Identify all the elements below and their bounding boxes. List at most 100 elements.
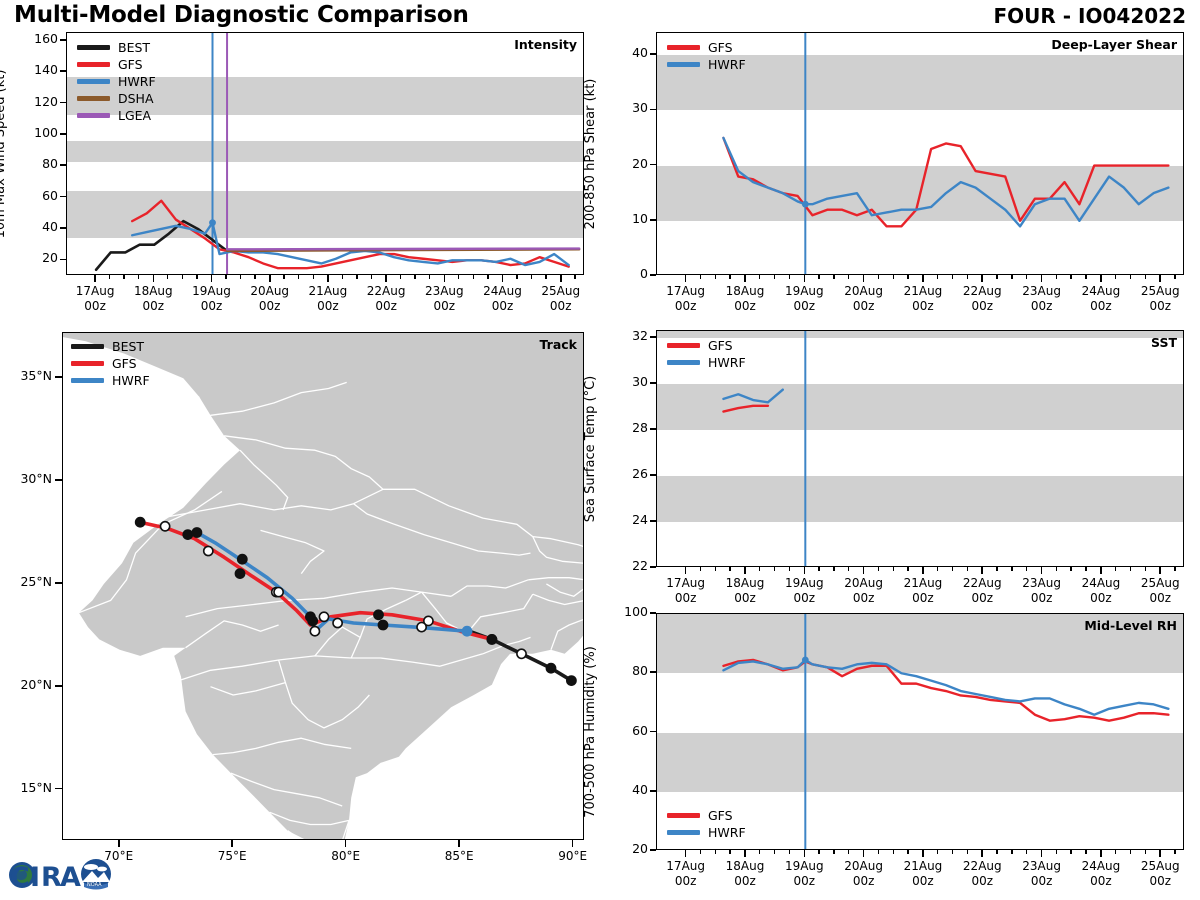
x-tick-major: [862, 567, 865, 574]
x-tick-minor: [907, 275, 909, 279]
track-point-marker: [304, 611, 316, 623]
legend-swatch-gfs: [667, 45, 700, 50]
lon-tick-mark: [344, 840, 347, 847]
x-tick-label: 17Aug 00z: [75, 284, 115, 313]
x-tick-label: 18Aug 00z: [725, 284, 765, 313]
x-tick-minor: [1144, 275, 1147, 279]
y-tick-mark: [60, 101, 66, 104]
x-tick-label: 24Aug 00z: [1081, 576, 1121, 605]
y-tick-mark: [650, 336, 656, 338]
landmass: [63, 333, 583, 839]
x-tick-minor: [1174, 275, 1176, 279]
x-tick-label: 17Aug 00z: [666, 284, 705, 313]
track-point-marker: [318, 611, 330, 623]
track-point-marker: [134, 516, 146, 528]
x-tick-minor: [773, 275, 776, 279]
x-tick-label: 19Aug 00z: [784, 576, 824, 605]
y-tick-mark: [650, 53, 656, 55]
y-tick-label: 160: [34, 30, 58, 46]
x-tick-minor: [1174, 567, 1176, 571]
lat-tick-mark: [55, 376, 62, 379]
x-tick-minor: [936, 567, 939, 571]
x-tick-minor: [759, 850, 761, 854]
series-gfs: [722, 136, 1170, 228]
x-tick-minor: [833, 850, 835, 854]
lon-tick-label: 70°E: [104, 849, 134, 863]
y-tick-mark: [60, 164, 66, 167]
legend-label-hwrf: HWRF: [112, 372, 150, 388]
map-border: [78, 490, 223, 614]
panel-title-intensity: Intensity: [514, 37, 577, 52]
track-point-marker: [545, 662, 557, 674]
svg-text:R: R: [41, 862, 62, 893]
track-point-marker: [273, 586, 284, 598]
x-tick-major: [803, 567, 806, 574]
x-tick-minor: [370, 275, 373, 279]
legend-swatch-gfs: [667, 343, 700, 348]
x-tick-major: [862, 850, 865, 857]
x-tick-label: 21Aug 00z: [308, 284, 348, 313]
x-tick-major: [862, 275, 865, 282]
plot-intensity: Intensity BEST GFS HWRF DSHA LGEA: [66, 32, 584, 275]
x-tick-label: 23Aug 00z: [424, 284, 464, 313]
x-tick-major: [981, 850, 984, 857]
x-tick-minor: [1070, 567, 1072, 571]
map-border: [287, 830, 301, 839]
x-tick-minor: [877, 850, 880, 854]
x-tick-minor: [312, 275, 314, 279]
x-tick-major: [1040, 850, 1043, 857]
track-point-marker: [565, 675, 577, 686]
y-tick-label: 28: [632, 419, 648, 435]
track-point-marker: [182, 529, 194, 540]
x-tick-label: 22Aug 00z: [366, 284, 406, 313]
legend-label-hwrf: HWRF: [118, 73, 156, 89]
x-tick-minor: [196, 275, 198, 279]
map-border: [466, 593, 534, 634]
lat-tick-label: 30°N: [20, 471, 52, 487]
panel-title-sst: SST: [1151, 335, 1177, 350]
x-tick-minor: [1055, 850, 1058, 854]
x-tick-minor: [1011, 850, 1013, 854]
x-tick-minor: [788, 850, 791, 854]
x-tick-minor: [788, 275, 791, 279]
track-point-marker: [236, 553, 248, 565]
plot-shear: Deep-Layer Shear GFS HWRF: [656, 32, 1184, 275]
x-tick-minor: [414, 275, 416, 279]
shaded-band: [657, 55, 1183, 111]
legend-item-best: BEST: [77, 39, 156, 56]
y-tick-label: 26: [632, 465, 648, 481]
lat-tick-mark: [55, 684, 62, 687]
svg-text:A: A: [60, 862, 81, 893]
x-tick-minor: [996, 567, 998, 571]
lat-tick-label: 25°N: [20, 573, 52, 589]
legend-label-best: BEST: [112, 338, 145, 354]
x-tick-label: 24Aug 00z: [483, 284, 522, 313]
x-tick-minor: [877, 567, 880, 571]
lon-tick-mark: [231, 840, 233, 847]
map-border: [532, 593, 583, 606]
track-point-marker: [234, 568, 246, 579]
lon-tick-label: 85°E: [444, 849, 474, 863]
x-tick-minor: [951, 850, 954, 854]
x-tick-minor: [1011, 275, 1013, 279]
legend-label-dsha: DSHA: [118, 90, 154, 106]
series-gfs: [722, 404, 770, 413]
x-tick-minor: [729, 850, 731, 854]
y-tick-mark: [650, 520, 656, 522]
series-hwrf: [130, 221, 570, 267]
y-tick-mark: [650, 730, 656, 733]
x-tick-minor: [1011, 567, 1013, 571]
x-tick-label: 23Aug 00z: [1022, 576, 1061, 605]
legend-item-lgea: LGEA: [77, 107, 156, 124]
x-tick-minor: [399, 275, 402, 279]
x-tick-major: [443, 275, 446, 282]
track-point-marker: [332, 617, 343, 629]
map-border: [63, 396, 200, 499]
x-tick-minor: [1144, 567, 1147, 571]
legend-swatch-gfs: [667, 813, 700, 818]
x-tick-minor: [1144, 850, 1147, 854]
x-tick-label: 25Aug 00z: [1140, 576, 1180, 605]
map-border: [277, 659, 370, 729]
x-tick-major: [981, 275, 984, 282]
legend-item-best: BEST: [71, 338, 150, 355]
